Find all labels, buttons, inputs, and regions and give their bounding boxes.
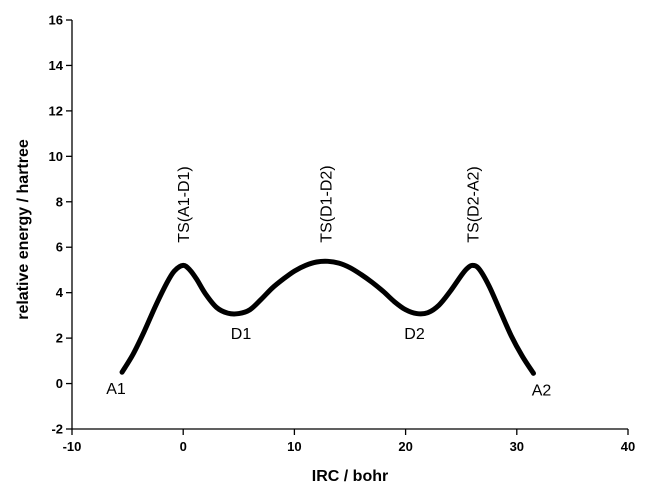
- annotation-label: TS(D1-D2): [319, 165, 336, 242]
- y-tick-label: 14: [49, 58, 64, 73]
- annotation-label: A1: [106, 381, 126, 398]
- energy-profile-line: [119, 258, 536, 376]
- x-tick-label: 10: [287, 439, 301, 454]
- y-axis-title: relative energy / hartree: [15, 139, 32, 320]
- y-tick-label: 4: [56, 285, 64, 300]
- y-tick-label: 8: [56, 194, 63, 209]
- annotation-label: A2: [532, 382, 552, 399]
- annotation-label: D2: [404, 326, 425, 343]
- y-tick-label: 12: [49, 103, 63, 118]
- y-tick-label: 6: [56, 240, 63, 255]
- series-layer: [119, 258, 536, 376]
- x-tick-label: 0: [180, 439, 187, 454]
- y-tick-label: 10: [49, 149, 63, 164]
- x-tick-label: 30: [510, 439, 524, 454]
- annotation-label: TS(A1-D1): [176, 166, 193, 242]
- x-axis-ticks: -10 0 10 20 30 40: [63, 429, 635, 454]
- annotation-label: TS(D2-A2): [465, 166, 482, 242]
- x-tick-label: 20: [398, 439, 412, 454]
- y-axis-ticks: -2 0 2 4 6 8 10 12 14 16: [49, 13, 72, 437]
- y-tick-label: 2: [56, 331, 63, 346]
- x-axis-title: IRC / bohr: [312, 468, 388, 485]
- annotation-label: D1: [231, 326, 252, 343]
- plot-frame: [71, 20, 628, 430]
- y-tick-label: -2: [51, 422, 63, 437]
- annotation-layer: A1 D1 D2 A2 TS(A1-D1) TS(D1-D2) TS(D2-A2): [106, 165, 551, 399]
- y-tick-label: 0: [56, 376, 63, 391]
- y-tick-label: 16: [49, 13, 63, 28]
- x-tick-label: 40: [621, 439, 635, 454]
- x-tick-label: -10: [63, 439, 82, 454]
